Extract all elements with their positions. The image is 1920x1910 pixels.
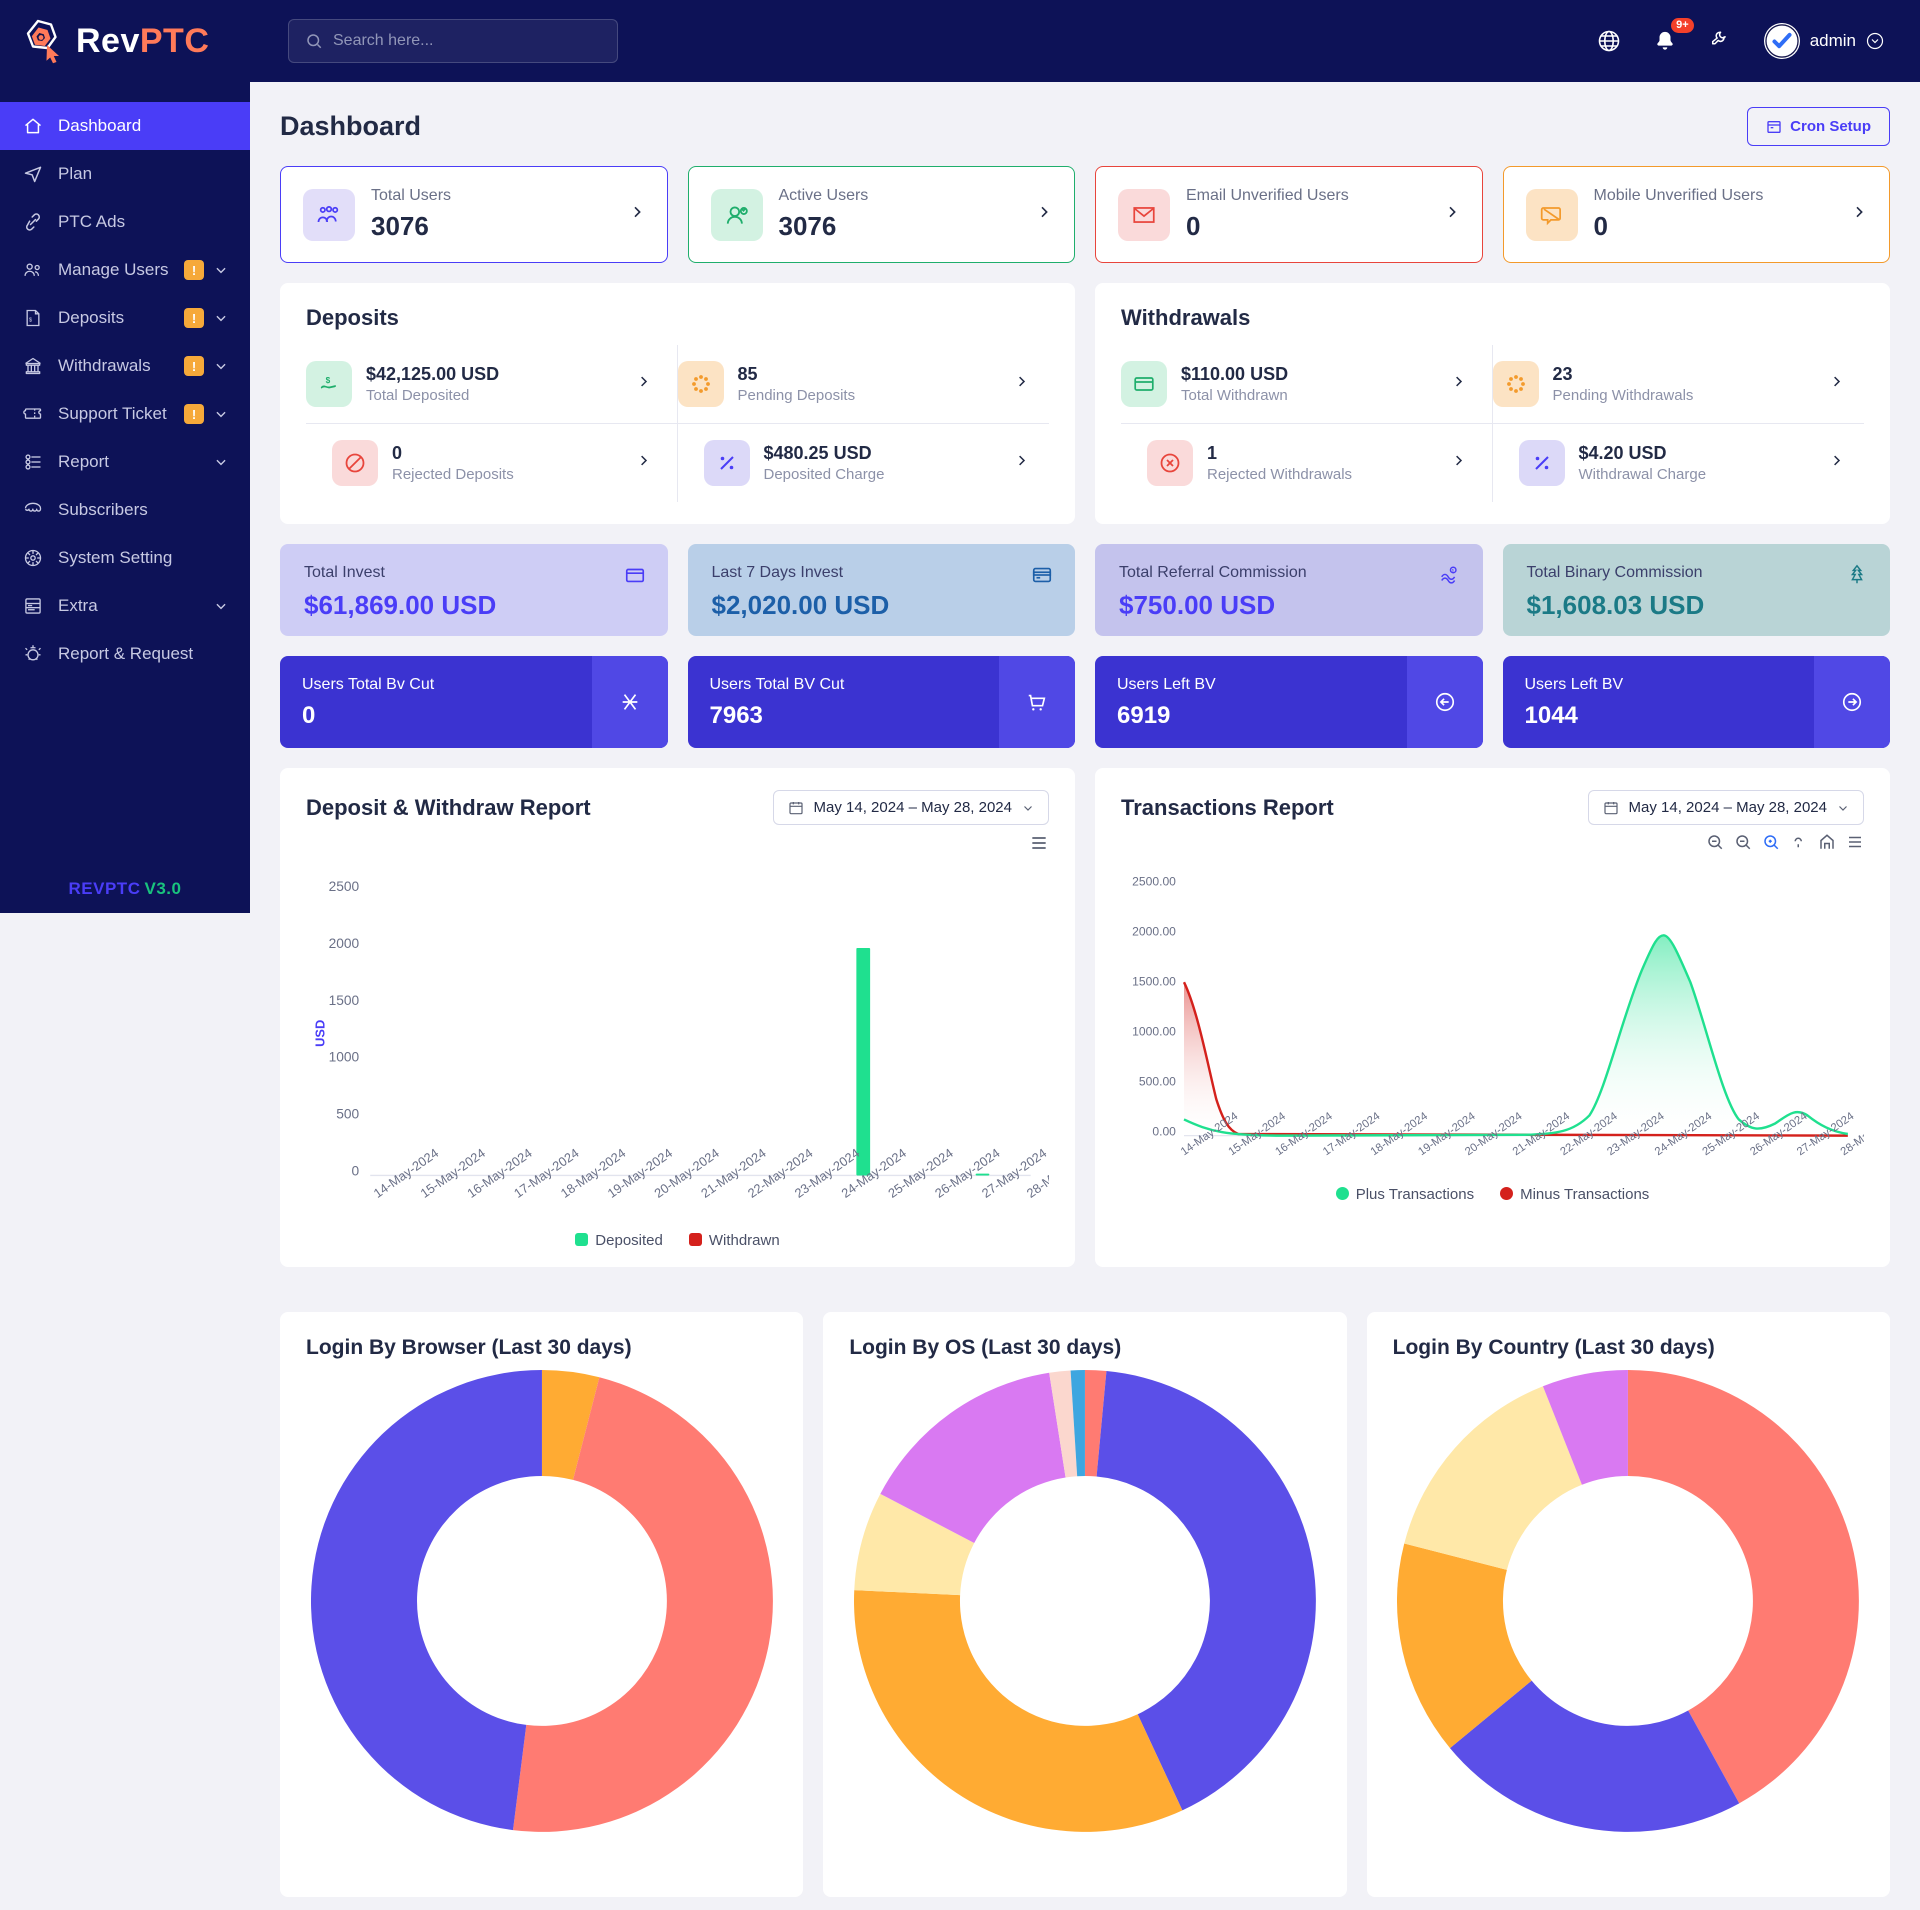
svg-text:USD: USD (312, 1020, 327, 1047)
svg-text:1000.00: 1000.00 (1132, 1024, 1176, 1038)
svg-text:2500.00: 2500.00 (1132, 874, 1176, 888)
svg-text:2000.00: 2000.00 (1132, 924, 1176, 938)
svg-text:0.00: 0.00 (1152, 1125, 1176, 1139)
svg-text:2000: 2000 (329, 936, 360, 951)
svg-text:1500: 1500 (329, 993, 360, 1008)
svg-text:500.00: 500.00 (1139, 1075, 1176, 1089)
svg-text:1500.00: 1500.00 (1132, 974, 1176, 988)
svg-text:$: $ (1451, 568, 1453, 572)
svg-text:$: $ (326, 376, 331, 385)
svg-text:0: 0 (352, 1163, 360, 1178)
svg-text:500: 500 (336, 1107, 359, 1122)
svg-text:$: $ (29, 317, 33, 323)
svg-text:1000: 1000 (329, 1050, 360, 1065)
svg-text:2500: 2500 (329, 879, 360, 894)
